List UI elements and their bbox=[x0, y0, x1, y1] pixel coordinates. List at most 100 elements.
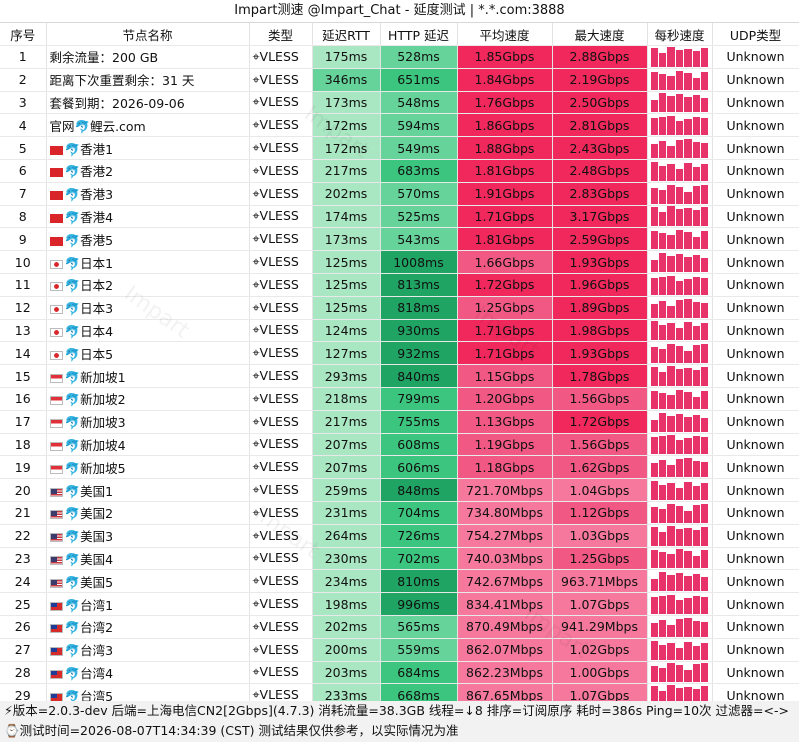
cell-udp-type: Unknown bbox=[712, 547, 799, 571]
sparkline-bar bbox=[650, 622, 658, 637]
sparkline-bar bbox=[658, 572, 667, 592]
cell-udp-type: Unknown bbox=[712, 433, 799, 457]
protocol-text: VLESS bbox=[259, 185, 299, 201]
cell-rtt: 173ms bbox=[312, 91, 381, 115]
cell-avg-speed: 862.07Mbps bbox=[457, 638, 553, 662]
sparkline-bar bbox=[667, 235, 675, 250]
cell-type: ⌖VLESS bbox=[249, 273, 313, 297]
sparkline-bar bbox=[650, 437, 658, 455]
sparkline-bar bbox=[675, 299, 684, 318]
cell-max-speed: 2.43Gbps bbox=[552, 136, 648, 160]
sparkline-bar bbox=[650, 321, 658, 341]
sparkline-bar bbox=[658, 212, 667, 227]
sparkline-bar bbox=[658, 619, 667, 637]
cell-per-second-chart bbox=[647, 615, 713, 639]
sparkline-bar bbox=[675, 618, 684, 637]
sparkline-bar bbox=[650, 231, 658, 250]
protocol-text: VLESS bbox=[259, 276, 299, 292]
sparkline-bar bbox=[684, 617, 692, 637]
protocol-icon: ⌖ bbox=[252, 596, 260, 612]
cell-index: 8 bbox=[0, 205, 47, 229]
node-name-text: 🐬新加坡5 bbox=[64, 460, 126, 476]
protocol-text: VLESS bbox=[259, 482, 299, 498]
sparkline-bar bbox=[684, 162, 692, 181]
cell-http-latency: 548ms bbox=[380, 91, 458, 115]
cell-avg-speed: 1.72Gbps bbox=[457, 273, 553, 297]
sparkline-bar bbox=[684, 97, 692, 113]
table-row: 14 🐬日本5 ⌖VLESS 127ms 932ms 1.71Gbps 1.93Gbps Un… bbox=[0, 341, 799, 366]
node-name-text: 🐬新加坡2 bbox=[64, 392, 126, 408]
cell-avg-speed: 1.88Gbps bbox=[457, 136, 553, 160]
cell-http-latency: 702ms bbox=[380, 547, 458, 571]
cell-udp-type: Unknown bbox=[712, 569, 799, 594]
sparkline-bar bbox=[667, 323, 675, 341]
sparkline-bar bbox=[684, 416, 692, 432]
col-node-name: 节点名称 bbox=[46, 23, 250, 46]
cell-http-latency: 525ms bbox=[380, 205, 458, 229]
cell-rtt: 198ms bbox=[312, 592, 381, 616]
sparkline-bar bbox=[675, 549, 684, 569]
sparkline-bar bbox=[675, 665, 684, 683]
protocol-text: VLESS bbox=[259, 48, 299, 64]
sparkline-bar bbox=[650, 640, 658, 660]
sparkline-bar bbox=[692, 301, 701, 318]
cell-udp-type: Unknown bbox=[712, 661, 799, 685]
cell-node-name: 🐬香港5 bbox=[46, 227, 250, 252]
sparkline-bar bbox=[675, 254, 684, 273]
node-name-text: 🐬美国1 bbox=[64, 483, 114, 499]
cell-max-speed: 2.59Gbps bbox=[552, 227, 648, 252]
table-row: 13 🐬日本4 ⌖VLESS 124ms 930ms 1.71Gbps 1.98Gbps Un… bbox=[0, 319, 799, 343]
cell-rtt: 172ms bbox=[312, 113, 381, 138]
cell-max-speed: 1.62Gbps bbox=[552, 455, 648, 480]
per-second-sparkline bbox=[648, 685, 712, 706]
sparkline-bar bbox=[650, 686, 658, 706]
cell-avg-speed: 740.03Mbps bbox=[457, 547, 553, 571]
sparkline-bar bbox=[701, 686, 709, 706]
sparkline-bar bbox=[692, 414, 701, 432]
sparkline-bar bbox=[692, 326, 701, 341]
sparkline-bar bbox=[650, 71, 658, 90]
sparkline-bar bbox=[658, 508, 667, 523]
sparkline-bar bbox=[667, 256, 675, 273]
sparkline-bar bbox=[650, 526, 658, 546]
sparkline-bar bbox=[667, 595, 675, 615]
cell-udp-type: Unknown bbox=[712, 501, 799, 525]
cell-avg-speed: 734.80Mbps bbox=[457, 501, 553, 525]
sparkline-bar bbox=[650, 347, 658, 364]
sparkline-bar bbox=[701, 390, 709, 409]
protocol-icon: ⌖ bbox=[252, 254, 260, 270]
cell-index: 6 bbox=[0, 159, 47, 183]
cell-type: ⌖VLESS bbox=[249, 296, 313, 320]
protocol-icon: ⌖ bbox=[252, 140, 260, 156]
sparkline-bar bbox=[658, 392, 667, 409]
col-max-speed: 最大速度 bbox=[552, 23, 648, 46]
per-second-sparkline bbox=[648, 389, 712, 409]
protocol-icon: ⌖ bbox=[252, 185, 260, 201]
cell-index: 5 bbox=[0, 136, 47, 160]
cell-per-second-chart bbox=[647, 547, 713, 571]
cell-type: ⌖VLESS bbox=[249, 387, 313, 411]
sparkline-bar bbox=[667, 46, 675, 67]
cell-index: 16 bbox=[0, 387, 47, 411]
col-http-latency: HTTP 延迟 bbox=[380, 23, 458, 46]
sparkline-bar bbox=[650, 144, 658, 159]
protocol-icon: ⌖ bbox=[252, 504, 260, 520]
node-name-text: 距离下次重置剩余：31 天 bbox=[49, 73, 195, 89]
sparkline-bar bbox=[658, 117, 667, 136]
protocol-text: VLESS bbox=[259, 573, 299, 589]
sparkline-bar bbox=[675, 186, 684, 204]
cell-http-latency: 606ms bbox=[380, 455, 458, 480]
cell-udp-type: Unknown bbox=[712, 182, 799, 206]
sparkline-bar bbox=[701, 417, 709, 432]
cell-http-latency: 848ms bbox=[380, 478, 458, 502]
cell-node-name: 🐬新加坡5 bbox=[46, 455, 250, 480]
per-second-sparkline bbox=[648, 434, 712, 455]
cell-index: 2 bbox=[0, 68, 47, 92]
cell-type: ⌖VLESS bbox=[249, 501, 313, 525]
cell-http-latency: 683ms bbox=[380, 159, 458, 183]
cell-max-speed: 1.93Gbps bbox=[552, 341, 648, 366]
sparkline-bar bbox=[684, 641, 692, 660]
per-second-sparkline bbox=[648, 548, 712, 569]
sparkline-bar bbox=[692, 574, 701, 592]
sparkline-bar bbox=[675, 328, 684, 341]
